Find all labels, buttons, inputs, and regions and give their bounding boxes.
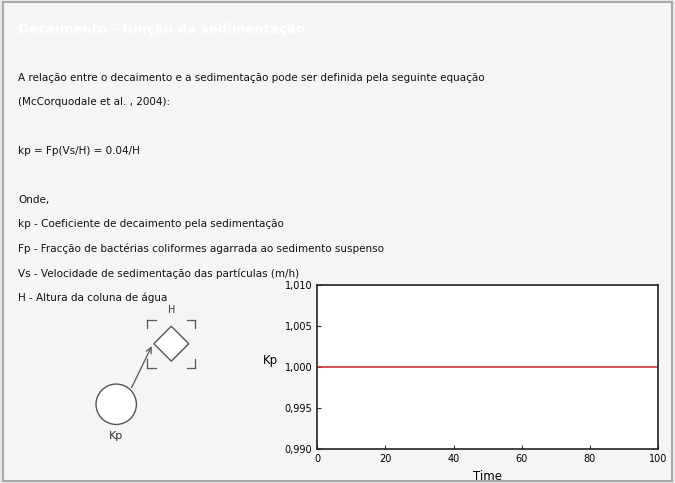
Text: A relação entre o decaimento e a sedimentação pode ser definida pela seguinte eq: A relação entre o decaimento e a sedimen… [18, 73, 485, 83]
X-axis label: Time: Time [473, 469, 502, 483]
Text: Onde,: Onde, [18, 195, 49, 205]
Text: Decaimento - função da sedimentação: Decaimento - função da sedimentação [18, 23, 305, 36]
Polygon shape [154, 327, 189, 361]
Text: H - Altura da coluna de água: H - Altura da coluna de água [18, 293, 167, 303]
Text: Fp - Fracção de bactérias coliformes agarrada ao sedimento suspenso: Fp - Fracção de bactérias coliformes aga… [18, 244, 384, 255]
Text: (McCorquodale et al. , 2004):: (McCorquodale et al. , 2004): [18, 97, 170, 107]
Text: kp - Coeficiente de decaimento pela sedimentação: kp - Coeficiente de decaimento pela sedi… [18, 219, 284, 229]
Circle shape [96, 384, 136, 425]
Text: kp = Fp(Vs/H) = 0.04/H: kp = Fp(Vs/H) = 0.04/H [18, 146, 140, 156]
Text: Kp: Kp [109, 431, 124, 441]
Text: H: H [167, 305, 175, 315]
Y-axis label: Kp: Kp [263, 354, 278, 367]
Text: Vs - Velocidade de sedimentação das partículas (m/h): Vs - Velocidade de sedimentação das part… [18, 269, 299, 279]
